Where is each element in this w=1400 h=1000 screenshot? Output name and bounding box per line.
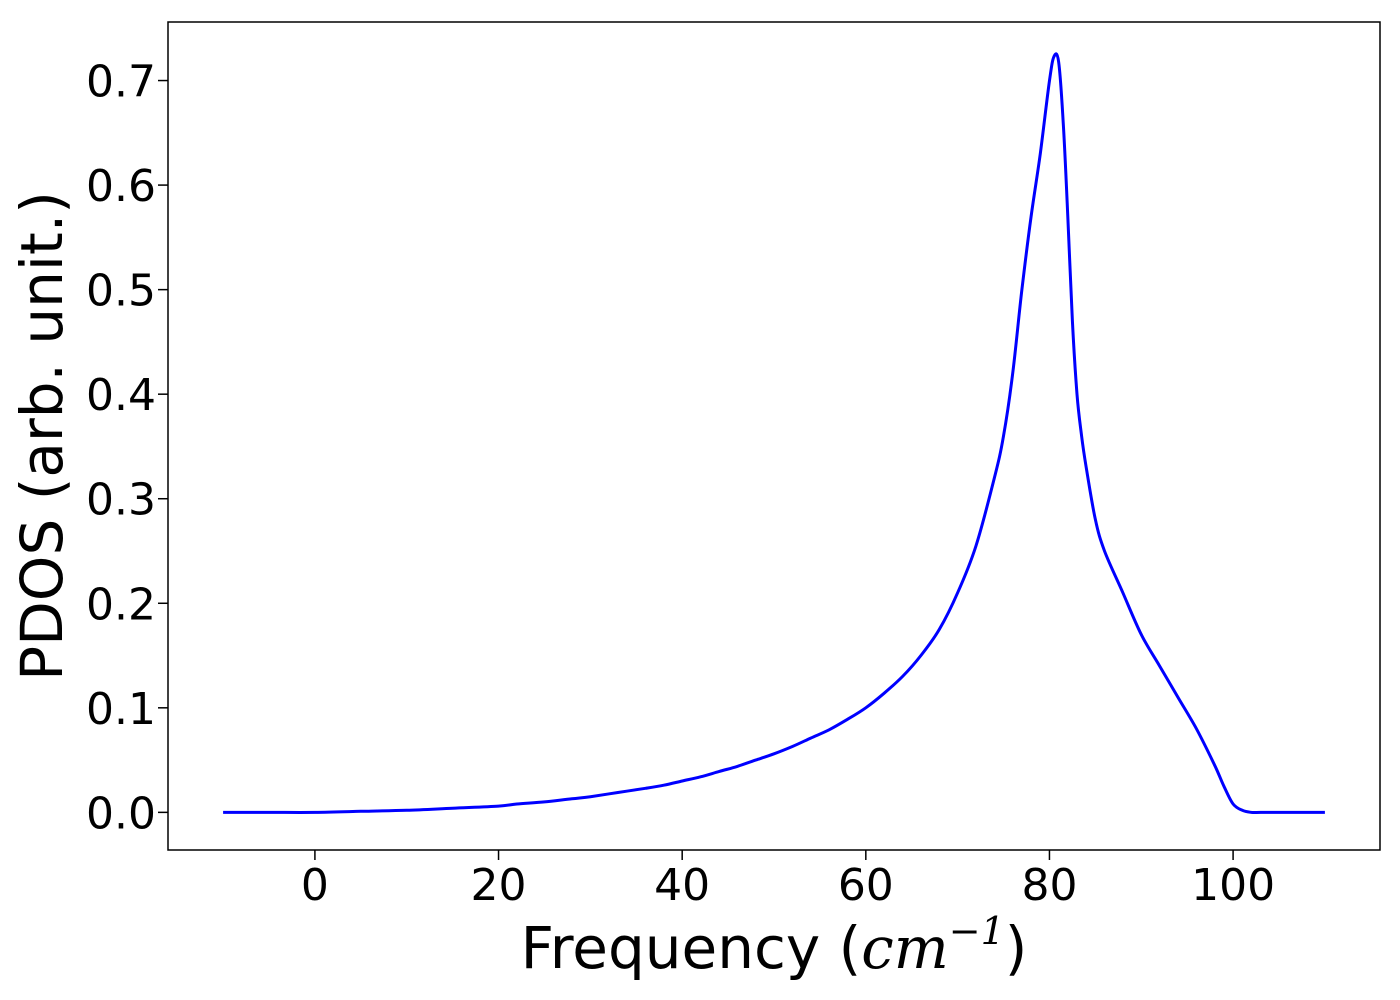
x-tick-label: 80 [1021, 860, 1077, 911]
y-tick-label: 0.0 [86, 788, 156, 839]
y-tick-label: 0.5 [86, 266, 156, 317]
series-line-pdos [223, 52, 1325, 815]
y-tick-label: 0.6 [86, 161, 156, 212]
x-tick-label: 0 [301, 860, 329, 911]
y-axis-ticks: 0.0 0.1 0.2 0.3 0.4 0.5 0.6 0.7 [86, 57, 168, 839]
plot-frame [167, 21, 1381, 851]
y-tick-label: 0.7 [86, 57, 156, 108]
x-tick-label: 40 [654, 860, 710, 911]
y-tick-label: 0.2 [86, 579, 156, 630]
x-tick-label: 20 [471, 860, 527, 911]
y-tick-label: 0.1 [86, 684, 156, 735]
x-axis-ticks: 0 20 40 60 80 100 [301, 850, 1275, 911]
y-axis-label: PDOS (arb. unit.) [8, 191, 76, 681]
x-tick-label: 100 [1191, 860, 1275, 911]
y-tick-label: 0.3 [86, 475, 156, 526]
x-axis-label: Frequency (cm−1) [521, 909, 1028, 982]
x-tick-label: 60 [838, 860, 894, 911]
y-tick-label: 0.4 [86, 370, 156, 421]
